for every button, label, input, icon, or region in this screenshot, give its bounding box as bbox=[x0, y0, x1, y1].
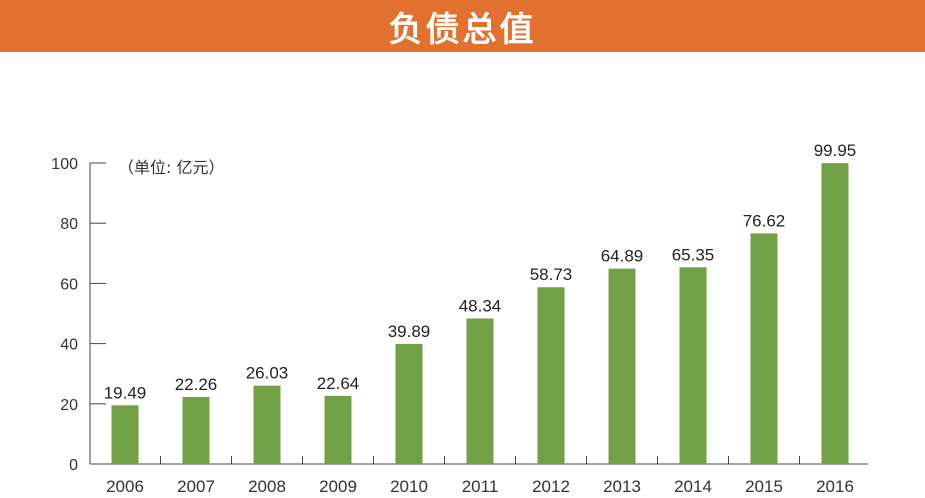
bar bbox=[608, 268, 636, 464]
y-tick-label: 60 bbox=[60, 276, 78, 293]
x-tick-label: 2012 bbox=[532, 477, 570, 496]
x-tick-label: 2010 bbox=[390, 477, 428, 496]
value-label: 39.89 bbox=[388, 322, 431, 341]
unit-note: （单位: 亿元） bbox=[118, 158, 224, 177]
value-label: 22.64 bbox=[317, 374, 360, 393]
bar bbox=[253, 385, 281, 464]
value-label: 58.73 bbox=[530, 265, 573, 284]
bar bbox=[111, 405, 139, 464]
x-tick-label: 2009 bbox=[319, 477, 357, 496]
chart-bars bbox=[111, 163, 849, 464]
x-tick-label: 2006 bbox=[106, 477, 144, 496]
y-tick-label: 0 bbox=[69, 457, 78, 474]
value-label: 26.03 bbox=[246, 364, 289, 383]
y-tick-label: 80 bbox=[60, 216, 78, 233]
chart-title: 负债总值 bbox=[388, 9, 537, 50]
value-label: 76.62 bbox=[743, 211, 786, 230]
y-tick-label: 20 bbox=[60, 397, 78, 414]
title-banner: 负债总值 bbox=[0, 0, 925, 52]
bar bbox=[679, 267, 707, 464]
x-tick-label: 2013 bbox=[603, 477, 641, 496]
value-label: 64.89 bbox=[601, 247, 644, 266]
y-tick-label: 40 bbox=[60, 337, 78, 354]
x-tick-label: 2015 bbox=[745, 477, 783, 496]
x-tick-label: 2008 bbox=[248, 477, 286, 496]
value-label: 19.49 bbox=[104, 383, 147, 402]
bar bbox=[395, 343, 423, 464]
bar bbox=[537, 287, 565, 464]
value-label: 22.26 bbox=[175, 375, 218, 394]
x-tick-label: 2014 bbox=[674, 477, 712, 496]
x-tick-label: 2016 bbox=[816, 477, 854, 496]
bar bbox=[821, 163, 849, 464]
bar bbox=[324, 395, 352, 464]
x-tick-label: 2007 bbox=[177, 477, 215, 496]
x-tick-label: 2011 bbox=[462, 477, 499, 496]
bar bbox=[182, 396, 210, 464]
value-label: 65.35 bbox=[672, 245, 715, 264]
y-tick-label: 100 bbox=[51, 156, 78, 173]
value-label: 48.34 bbox=[459, 296, 502, 315]
chart-labels: 19.49 2006 22.26 2007 26.03 2008 22.64 2009 39.8… bbox=[104, 141, 857, 496]
bar bbox=[466, 318, 494, 464]
bar bbox=[750, 233, 778, 464]
chart-axes: 0 20 40 60 80 100 bbox=[51, 156, 868, 474]
value-label: 99.95 bbox=[814, 141, 857, 160]
